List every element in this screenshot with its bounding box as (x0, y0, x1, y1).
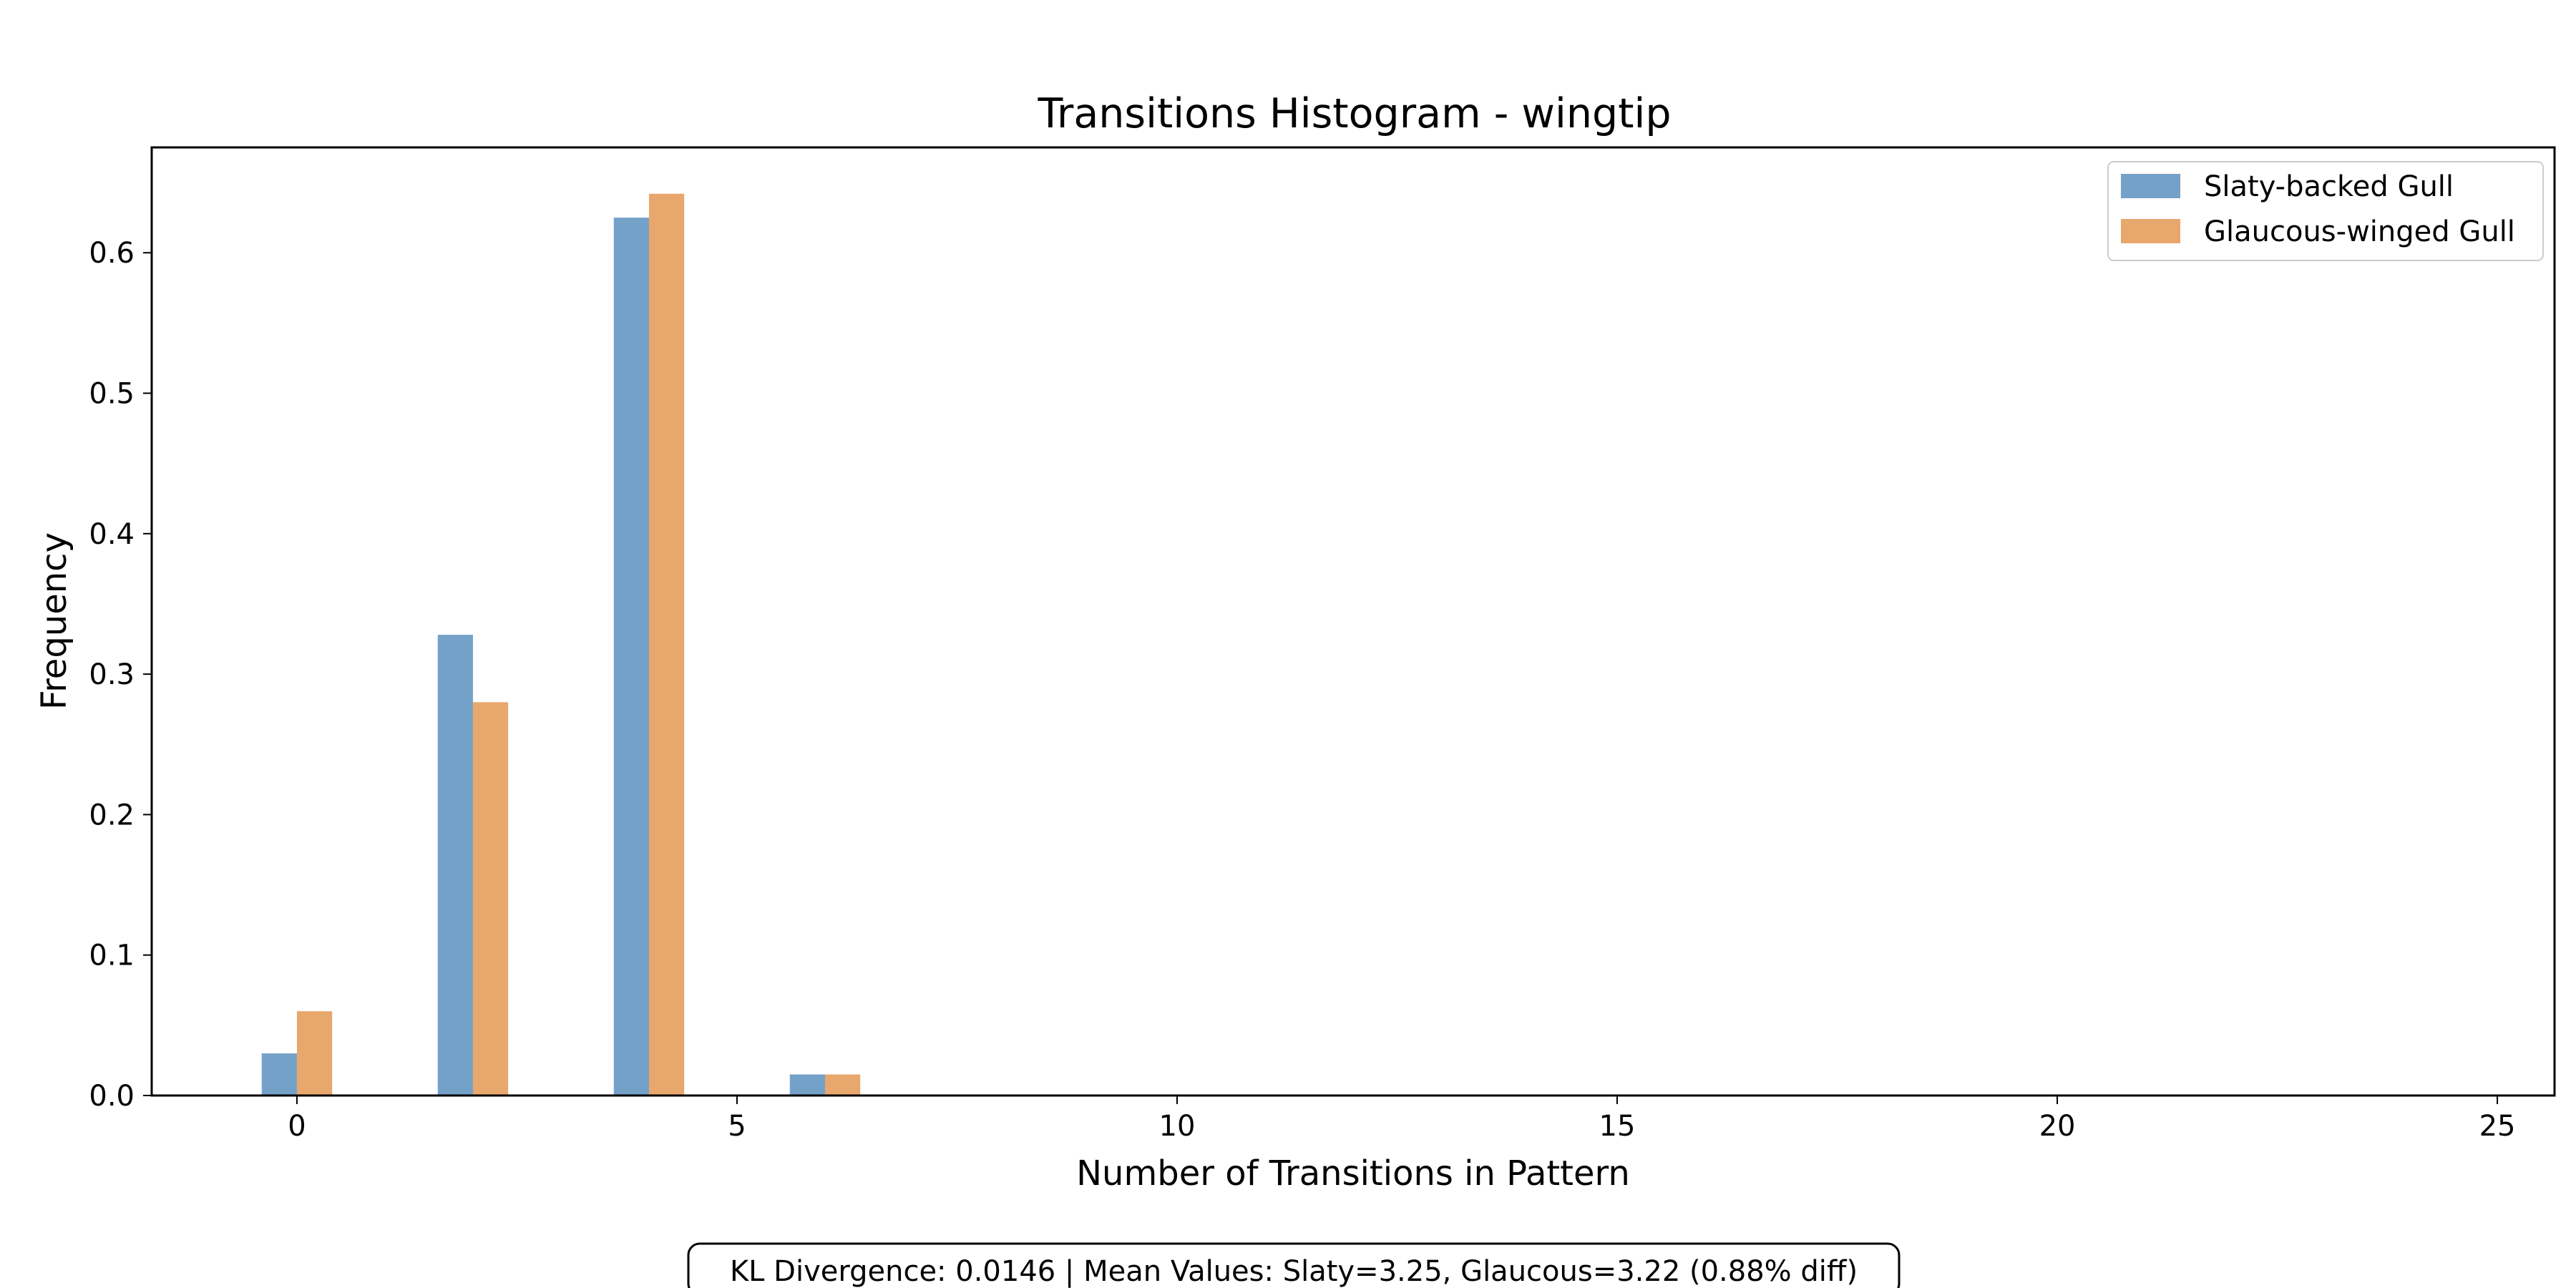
legend: Slaty-backed Gull Glaucous-winged Gull (2107, 161, 2544, 261)
y-tick-label-2: 0.2 (89, 799, 135, 831)
stats-annotation-text: KL Divergence: 0.0146 | Mean Values: Sla… (730, 1255, 1858, 1288)
x-axis-title: Number of Transitions in Pattern (1076, 1153, 1630, 1194)
y-tick-label-6: 0.6 (89, 237, 135, 270)
y-tick-label-5: 0.5 (89, 378, 135, 411)
x-tick-label-0: 0 (288, 1110, 306, 1143)
legend-label-slaty-backed-gull: Slaty-backed Gull (2204, 170, 2454, 203)
y-tick-label-4: 0.4 (89, 518, 135, 551)
x-tick-label-15: 15 (1599, 1110, 1636, 1143)
x-tick-label-25: 25 (2479, 1110, 2516, 1143)
bars-layer (261, 193, 861, 1096)
x-tick-label-5: 5 (728, 1110, 746, 1143)
bar-glaucous-winged-gull-4 (648, 193, 685, 1096)
bar-slaty-backed-gull-6 (789, 1074, 825, 1096)
y-axis-ticks: 0.0 0.1 0.2 0.3 0.4 0.5 0.6 (89, 237, 152, 1113)
legend-swatch-glaucous-winged-gull (2121, 219, 2180, 243)
chart-title: Transitions Histogram - wingtip (1037, 90, 1671, 137)
plot-frame (150, 146, 2556, 1097)
bar-glaucous-winged-gull-6 (824, 1074, 861, 1096)
y-tick-label-0: 0.0 (89, 1080, 135, 1113)
legend-box (2107, 161, 2544, 261)
bar-slaty-backed-gull-0 (261, 1053, 297, 1096)
stats-annotation: KL Divergence: 0.0146 | Mean Values: Sla… (687, 1242, 1901, 1288)
legend-label-glaucous-winged-gull: Glaucous-winged Gull (2204, 215, 2515, 248)
y-tick-label-3: 0.3 (89, 658, 135, 691)
y-axis-title: Frequency (34, 532, 74, 710)
x-axis-ticks: 0 5 10 15 20 25 (288, 1096, 2516, 1143)
bar-slaty-backed-gull-4 (613, 218, 649, 1096)
bar-slaty-backed-gull-2 (437, 635, 473, 1096)
x-tick-label-10: 10 (1159, 1110, 1196, 1143)
bar-glaucous-winged-gull-2 (472, 702, 509, 1096)
bar-glaucous-winged-gull-0 (296, 1011, 333, 1096)
x-tick-label-20: 20 (2039, 1110, 2076, 1143)
legend-swatch-slaty-backed-gull (2121, 174, 2180, 198)
y-tick-label-1: 0.1 (89, 940, 135, 972)
stats-annotation-box (687, 1242, 1901, 1288)
